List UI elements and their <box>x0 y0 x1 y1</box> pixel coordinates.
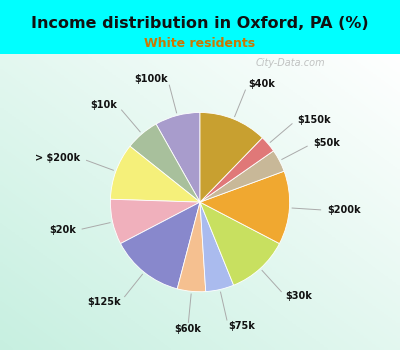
Wedge shape <box>110 199 200 244</box>
Wedge shape <box>200 202 280 285</box>
Wedge shape <box>110 146 200 202</box>
Wedge shape <box>200 171 290 244</box>
Text: City-Data.com: City-Data.com <box>256 58 325 68</box>
Text: > $200k: > $200k <box>36 153 80 163</box>
Wedge shape <box>200 112 262 202</box>
Text: $10k: $10k <box>91 100 118 110</box>
Wedge shape <box>130 124 200 202</box>
Text: $150k: $150k <box>297 115 330 125</box>
Text: $50k: $50k <box>313 138 340 148</box>
Text: $30k: $30k <box>286 291 312 301</box>
Wedge shape <box>120 202 200 289</box>
Wedge shape <box>200 138 274 202</box>
Wedge shape <box>200 202 234 292</box>
Text: $100k: $100k <box>134 74 168 84</box>
Text: $60k: $60k <box>174 324 201 334</box>
Wedge shape <box>156 112 200 202</box>
Text: $40k: $40k <box>248 79 275 89</box>
Wedge shape <box>177 202 206 292</box>
Text: White residents: White residents <box>144 37 256 50</box>
Text: $75k: $75k <box>228 321 255 331</box>
Text: Income distribution in Oxford, PA (%): Income distribution in Oxford, PA (%) <box>31 16 369 31</box>
Text: $125k: $125k <box>87 296 121 307</box>
Text: $200k: $200k <box>327 205 361 215</box>
Text: $20k: $20k <box>49 225 76 236</box>
Wedge shape <box>200 151 284 202</box>
